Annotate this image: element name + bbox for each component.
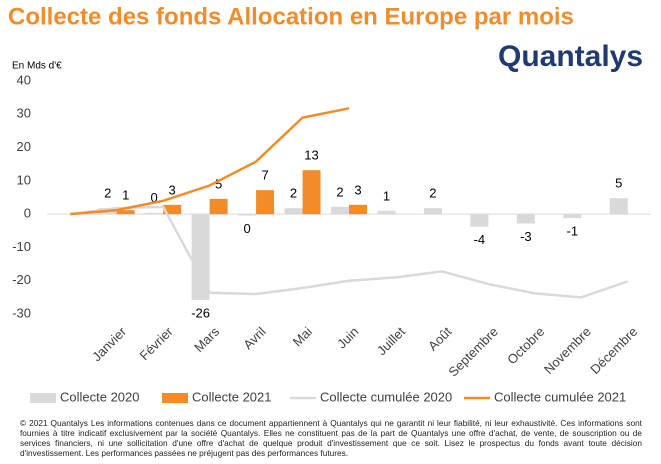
data-label: 0 bbox=[243, 221, 250, 236]
chart: Collecte des fonds Allocation en Europe … bbox=[8, 3, 651, 404]
data-label: 1 bbox=[383, 188, 390, 203]
legend-label: Collecte 2021 bbox=[192, 389, 272, 404]
legend-label: Collecte cumulée 2021 bbox=[494, 389, 626, 404]
data-label: 2 bbox=[429, 186, 436, 201]
logo: Quantalys bbox=[498, 40, 643, 73]
bar bbox=[516, 214, 535, 224]
x-tick-label: Octobre bbox=[504, 324, 547, 367]
legend-swatch bbox=[162, 393, 188, 403]
bar bbox=[191, 214, 210, 301]
bar bbox=[145, 212, 164, 215]
data-label: 5 bbox=[615, 176, 622, 191]
y-axis-label: En Mds d'€ bbox=[12, 61, 62, 72]
legend-label: Collecte 2020 bbox=[60, 389, 140, 404]
bar bbox=[377, 210, 396, 215]
x-tick-label: Mai bbox=[290, 324, 315, 349]
y-tick-label: 40 bbox=[17, 72, 31, 87]
bar bbox=[256, 190, 275, 215]
bar bbox=[609, 198, 628, 215]
data-label: 1 bbox=[122, 188, 129, 203]
data-label: -4 bbox=[474, 232, 486, 247]
line bbox=[70, 107, 350, 216]
data-label: 2 bbox=[104, 186, 111, 201]
data-label: 3 bbox=[169, 182, 176, 197]
legend-swatch bbox=[30, 393, 56, 403]
bar bbox=[302, 170, 321, 215]
data-label: -26 bbox=[191, 305, 210, 320]
bar bbox=[209, 198, 228, 215]
bar bbox=[423, 208, 442, 215]
y-tick-label: -30 bbox=[12, 305, 31, 320]
x-tick-label: Novembre bbox=[541, 324, 594, 377]
y-tick-label: -10 bbox=[12, 239, 31, 254]
x-tick-label: Août bbox=[425, 324, 455, 354]
data-label: 0 bbox=[151, 190, 158, 205]
y-tick-label: 30 bbox=[17, 106, 31, 121]
x-tick-label: Septembre bbox=[445, 324, 501, 380]
bar bbox=[563, 214, 582, 219]
y-tick-label: 20 bbox=[17, 139, 31, 154]
bar bbox=[163, 204, 182, 215]
data-label: 2 bbox=[336, 184, 343, 199]
y-tick-label: -20 bbox=[12, 272, 31, 287]
bar bbox=[470, 214, 489, 227]
data-label: 2 bbox=[290, 186, 297, 201]
bar bbox=[284, 208, 303, 215]
x-tick-label: Février bbox=[136, 323, 176, 363]
data-label: 13 bbox=[304, 148, 318, 163]
x-tick-label: Décembre bbox=[587, 324, 640, 377]
y-tick-label: 10 bbox=[17, 172, 31, 187]
data-label: -1 bbox=[567, 224, 579, 239]
bar bbox=[331, 206, 349, 215]
bar bbox=[238, 214, 257, 216]
bar bbox=[349, 204, 367, 215]
x-tick-label: Avril bbox=[240, 324, 268, 352]
chart-title: Collecte des fonds Allocation en Europe … bbox=[8, 3, 574, 30]
bar bbox=[116, 210, 135, 215]
data-label: 7 bbox=[261, 168, 268, 183]
footer: © 2021 Quantalys Les informations conten… bbox=[20, 418, 642, 458]
y-tick-label: 0 bbox=[24, 206, 31, 221]
x-tick-label: Juin bbox=[334, 324, 361, 351]
data-label: 3 bbox=[354, 182, 361, 197]
x-tick-label: Janvier bbox=[89, 323, 130, 364]
x-tick-label: Juillet bbox=[374, 324, 408, 358]
line bbox=[70, 205, 629, 299]
data-label: 5 bbox=[215, 176, 222, 191]
data-label: -3 bbox=[520, 229, 532, 244]
legend-label: Collecte cumulée 2020 bbox=[320, 389, 452, 404]
x-tick-label: Mars bbox=[191, 324, 222, 355]
